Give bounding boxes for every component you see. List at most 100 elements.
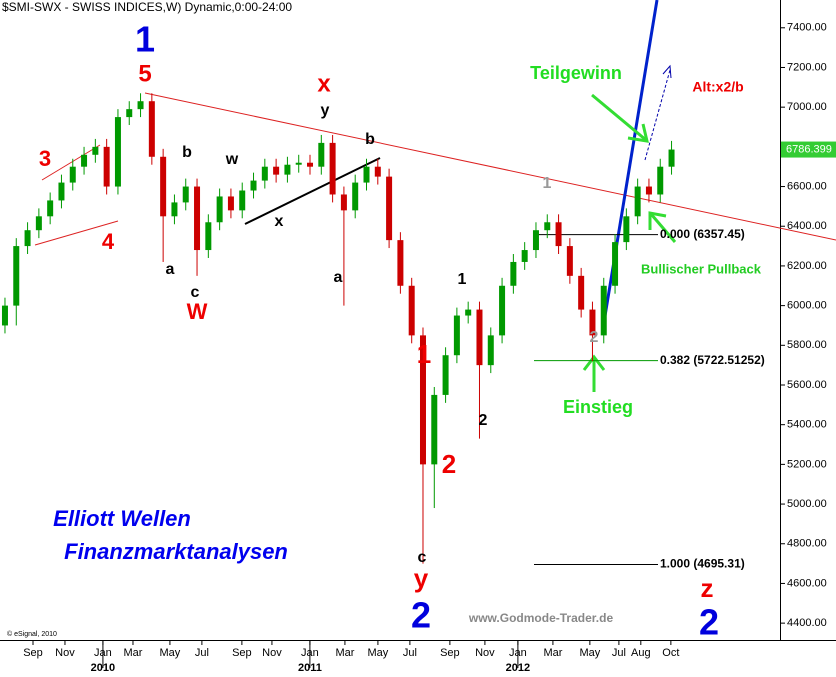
y-tick-label: 5200.00 [787, 458, 827, 470]
x-tick-label: Nov [55, 647, 75, 659]
y-tick-label: 5400.00 [787, 419, 827, 431]
candle-body [623, 216, 630, 243]
trend-line [144, 92, 836, 241]
candle-body [397, 240, 404, 286]
candle-body [307, 162, 314, 167]
candle-body [273, 166, 280, 175]
x-tick-label: Mar [543, 647, 562, 659]
y-tick-label: 7200.00 [787, 61, 827, 73]
candle-body [24, 230, 31, 247]
x-tick-label: Aug [631, 647, 651, 659]
x-tick-label: May [160, 647, 181, 659]
candle-body [81, 154, 88, 167]
candle-body [194, 186, 201, 251]
candle-body [352, 182, 359, 211]
channel-line [34, 220, 119, 246]
arrow [649, 213, 677, 243]
candle-body [171, 202, 178, 217]
annotation: c [191, 284, 200, 301]
annotation: 3 [39, 146, 51, 171]
annotation: c [418, 549, 427, 566]
candle-body [35, 216, 42, 231]
x-tick-label: Sep [440, 647, 460, 659]
candle-body [544, 222, 551, 231]
candle-body [182, 186, 189, 203]
annotation: © eSignal, 2010 [7, 630, 57, 638]
x-tick-label: May [579, 647, 600, 659]
y-tick-label: 7000.00 [787, 101, 827, 113]
annotation: 1 [458, 271, 467, 288]
annotation: 2 [590, 329, 599, 346]
candle-body [374, 166, 381, 177]
candle-body [329, 142, 336, 195]
arrow-head [662, 64, 672, 79]
y-tick-label: 4600.00 [787, 577, 827, 589]
annotation: 2 [411, 595, 431, 636]
x-tick-label: Mar [123, 647, 142, 659]
arrow-head [627, 123, 649, 143]
x-tick-label: May [368, 647, 389, 659]
trend-line [244, 157, 381, 225]
annotation: Alt:x2/b [692, 79, 743, 95]
last-price-box [781, 141, 836, 158]
annotation: www.Godmode-Trader.de [468, 611, 614, 625]
candle-body [1, 305, 8, 326]
candle-body [555, 222, 562, 247]
candle-body [408, 285, 415, 336]
y-tick-label: 6400.00 [787, 220, 827, 232]
candle-body [295, 162, 302, 165]
x-tick-label: Nov [475, 647, 495, 659]
year-label: 2010 [91, 662, 115, 674]
arrows [582, 93, 677, 392]
x-tick-label: Sep [232, 647, 252, 659]
candle-body [250, 180, 257, 191]
annotation: a [334, 269, 343, 286]
annotation: b [365, 131, 375, 148]
candle-body [442, 355, 449, 395]
candle-body [47, 200, 54, 217]
candle-body [239, 190, 246, 211]
y-tick-label: 5000.00 [787, 498, 827, 510]
annotation: x [275, 213, 284, 230]
annotation: a [166, 261, 175, 278]
candle-body [431, 394, 438, 465]
annotation: w [225, 151, 239, 168]
annotation: Bullischer Pullback [641, 261, 762, 276]
y-tick-label: 4400.00 [787, 617, 827, 629]
candle-body [612, 242, 619, 286]
annotation: 2 [699, 602, 719, 643]
candle-body [363, 166, 370, 183]
candle-body [318, 142, 325, 167]
annotation: W [187, 299, 208, 324]
candle-body [216, 196, 223, 223]
fib-label: 0.000 (6357.45) [660, 227, 745, 241]
projection-line [644, 69, 671, 161]
candle-body [126, 109, 133, 118]
candle-body [532, 230, 539, 251]
candle-body [284, 164, 291, 175]
y-tick-label: 5800.00 [787, 339, 827, 351]
chart-title: $SMI-SWX - SWISS INDICES,W) Dynamic,0:00… [2, 0, 292, 14]
candle-body [578, 275, 585, 310]
candle-body [465, 309, 472, 316]
candle-body [510, 261, 517, 286]
y-tick-label: 5600.00 [787, 379, 827, 391]
annotation: Elliott Wellen [53, 506, 191, 531]
annotation: 5 [138, 60, 151, 87]
y-tick-label: 6000.00 [787, 300, 827, 312]
annotation: Teilgewinn [530, 63, 622, 83]
arrow-head [648, 211, 667, 230]
annotation: 4 [102, 229, 115, 254]
year-label: 2012 [506, 662, 530, 674]
y-tick-label: 4800.00 [787, 538, 827, 550]
y-tick-label: 7400.00 [787, 22, 827, 34]
channel-line [41, 144, 101, 181]
annotation: b [182, 144, 192, 161]
y-tick-label: 6200.00 [787, 260, 827, 272]
annotation: y [414, 563, 429, 593]
x-tick-label: Jul [403, 647, 417, 659]
candle-body [205, 222, 212, 251]
candle-body [657, 166, 664, 195]
